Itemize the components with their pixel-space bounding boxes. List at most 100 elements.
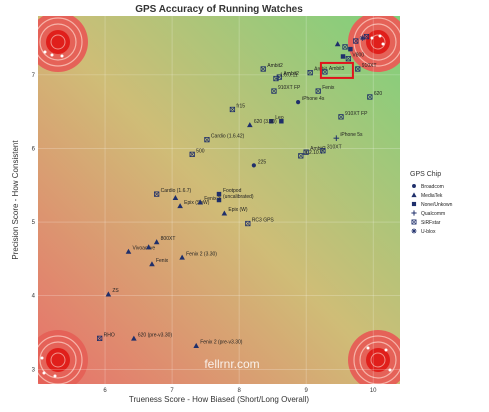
- legend: GPS Chip Broadcom MediaTek None/Unkown Qual…: [410, 171, 453, 235]
- data-point-marker: [247, 122, 253, 128]
- legend-entry-label: Broadcom: [421, 184, 444, 190]
- data-point-marker: [216, 191, 222, 197]
- data-point-label: iPhone 4s: [302, 96, 325, 102]
- data-point-marker: [204, 137, 210, 143]
- data-point-label: 1.2.10.7: [305, 150, 323, 156]
- data-point-marker: [153, 239, 160, 245]
- axis-ticks: 6 7 8 9 10 3 4 5 6 7: [32, 73, 378, 394]
- y-tick-label: 5: [32, 220, 36, 226]
- data-point-marker: [345, 56, 352, 62]
- data-point-marker: [338, 114, 344, 120]
- data-point-marker: [179, 254, 185, 260]
- data-point-marker: [189, 151, 195, 158]
- data-point-marker: [273, 75, 279, 82]
- data-point-marker: [303, 149, 309, 155]
- data-point-label: Fenix: [156, 258, 169, 264]
- legend-marker-circle: [412, 184, 416, 188]
- legend-marker-triangle: [411, 192, 417, 198]
- data-point-marker: [97, 335, 103, 342]
- data-point-marker: [269, 119, 274, 124]
- data-point-label: Ambit3: [329, 66, 345, 72]
- data-point-marker: [245, 220, 251, 227]
- data-point-label: 620: [374, 91, 383, 97]
- data-point-label: (uncalibrated): [223, 194, 254, 200]
- highlight-box: [319, 61, 354, 79]
- data-point-marker: [333, 135, 340, 141]
- data-point-label: Fenix 2 (3.30): [186, 251, 217, 257]
- data-point-label: Ambit2: [310, 146, 326, 152]
- data-point-label: 500: [196, 148, 205, 154]
- data-point-marker: [260, 66, 266, 72]
- data-point-label: RHO: [104, 332, 115, 338]
- legend-entry-label: MediaTek: [421, 193, 443, 199]
- data-point-label: Fenix 3: [204, 196, 221, 202]
- legend-entry-label: U-blox: [421, 229, 436, 235]
- data-point-marker: [193, 342, 200, 348]
- data-point-marker: [315, 88, 321, 94]
- data-point-marker: [342, 44, 348, 50]
- data-point-label: 910XT: [362, 63, 377, 69]
- x-tick-label: 9: [304, 388, 308, 394]
- data-point-marker: [307, 70, 313, 76]
- data-point-marker: [363, 33, 370, 40]
- data-point-label: Ambit2: [267, 63, 283, 69]
- data-point-marker: [221, 210, 228, 216]
- data-point-label: fr15: [236, 103, 245, 109]
- x-tick-label: 8: [237, 388, 241, 394]
- data-point-marker: [105, 291, 112, 297]
- data-point-marker: [367, 94, 373, 100]
- data-point-marker: [154, 191, 160, 197]
- y-tick-label: 6: [32, 146, 36, 152]
- data-point-marker: [322, 69, 328, 75]
- chart-title: GPS Accuracy of Running Watches: [135, 4, 303, 15]
- data-point-label: 910XT FP: [345, 111, 368, 117]
- x-tick-label: 6: [103, 388, 107, 394]
- grid-lines: [38, 16, 400, 384]
- data-point-label: 800XT: [161, 236, 176, 242]
- legend-entry-label: SiRFstar: [421, 220, 441, 226]
- data-point-marker: [355, 66, 361, 72]
- data-point-label: Epix (SoW): [184, 200, 210, 206]
- data-point-marker: [296, 100, 301, 105]
- data-point-marker: [340, 54, 346, 59]
- data-point-label: 620 (pre-v3.30): [138, 332, 173, 338]
- legend-marker-square: [411, 201, 417, 207]
- data-point-label: 225: [258, 159, 267, 165]
- legend-marker-boxx: [411, 219, 417, 225]
- target-top-left: [38, 16, 88, 72]
- data-point-marker: [177, 203, 183, 209]
- data-point-marker: [271, 88, 277, 94]
- data-point-label: Epix (W): [228, 207, 248, 213]
- data-point-marker: [229, 106, 236, 113]
- data-point-label: Fenix: [322, 85, 335, 91]
- x-tick-label: 7: [170, 388, 174, 394]
- legend-entry-label: Qualcomm: [421, 211, 445, 217]
- data-point-marker: [279, 119, 284, 124]
- data-point-marker: [149, 261, 155, 267]
- data-point-marker: [334, 41, 341, 47]
- target-bottom-right: [348, 330, 400, 384]
- data-point-marker: [172, 194, 179, 201]
- data-point-label: 910XT FP: [278, 85, 301, 91]
- data-point-label: Cardio (1.6.42): [211, 134, 245, 140]
- data-point-label: Fenix 2 (pre-v3.30): [200, 340, 243, 346]
- y-tick-label: 4: [32, 294, 36, 300]
- data-point-label: iPhone 5s: [340, 132, 363, 138]
- data-point-marker: [298, 153, 304, 159]
- data-point-label: RC3 GPS: [252, 218, 275, 224]
- data-point-marker: [348, 46, 353, 52]
- data-point-marker: [125, 248, 132, 254]
- y-tick-label: 3: [32, 367, 36, 373]
- x-axis-label: Trueness Score - How Biased (Short/Long …: [129, 395, 310, 404]
- data-point-marker: [353, 38, 359, 44]
- target-bottom-left: [38, 330, 88, 384]
- x-tick-label: 10: [370, 388, 377, 394]
- data-point-label: 1.6.0.11: [280, 73, 298, 79]
- target-dots: [40, 34, 392, 378]
- data-point-marker: [251, 163, 256, 168]
- data-point-label: Ambit2: [283, 71, 299, 77]
- data-points: Ambit Ambit3Ambit2910XTV800Ambit21.6.0.11…: [97, 33, 383, 348]
- data-point-label: V800: [352, 53, 364, 59]
- data-point-marker: [145, 244, 152, 250]
